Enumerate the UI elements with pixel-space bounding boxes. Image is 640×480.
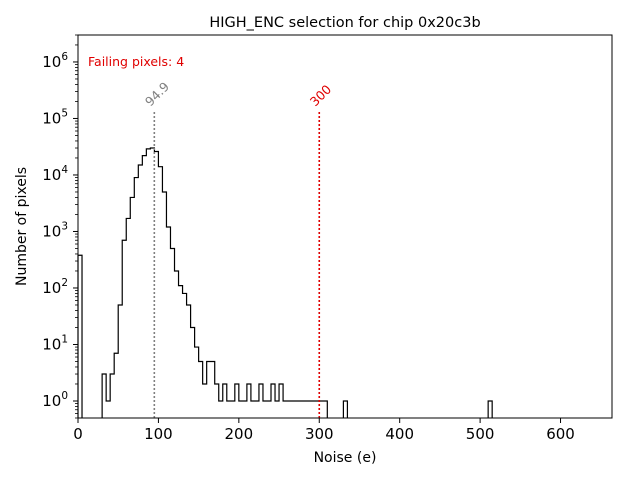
- x-tick-label: 200: [225, 425, 254, 443]
- threshold-line-label: 300: [307, 82, 335, 110]
- x-tick-label: 100: [144, 425, 173, 443]
- x-tick-label: 600: [546, 425, 575, 443]
- failing-pixels-annotation: Failing pixels: 4: [88, 54, 184, 69]
- y-tick-label: 106: [42, 51, 68, 71]
- y-tick-label: 100: [42, 390, 68, 410]
- x-tick-label: 300: [305, 425, 334, 443]
- x-axis-label: Noise (e): [314, 450, 377, 466]
- chart-title: HIGH_ENC selection for chip 0x20c3b: [209, 15, 480, 31]
- x-tick-label: 500: [466, 425, 495, 443]
- y-tick-label: 102: [42, 277, 68, 297]
- x-tick-label: 400: [385, 425, 414, 443]
- y-axis-ticks: 100 101 102 103 104 105 106: [42, 34, 78, 419]
- x-axis-ticks: 0 100 200 300 400 500 600: [73, 418, 575, 443]
- y-tick-label: 105: [42, 107, 68, 127]
- axes-frame: [77, 34, 613, 419]
- histogram-outline: [77, 147, 493, 418]
- x-tick-label: 0: [73, 425, 83, 443]
- plot-area: 94.9 300: [77, 79, 493, 418]
- mean-line-label: 94.9: [142, 79, 172, 109]
- y-tick-label: 103: [42, 220, 68, 240]
- y-tick-label: 104: [42, 164, 68, 184]
- y-axis-label: Number of pixels: [14, 167, 30, 286]
- y-tick-label: 101: [42, 333, 68, 353]
